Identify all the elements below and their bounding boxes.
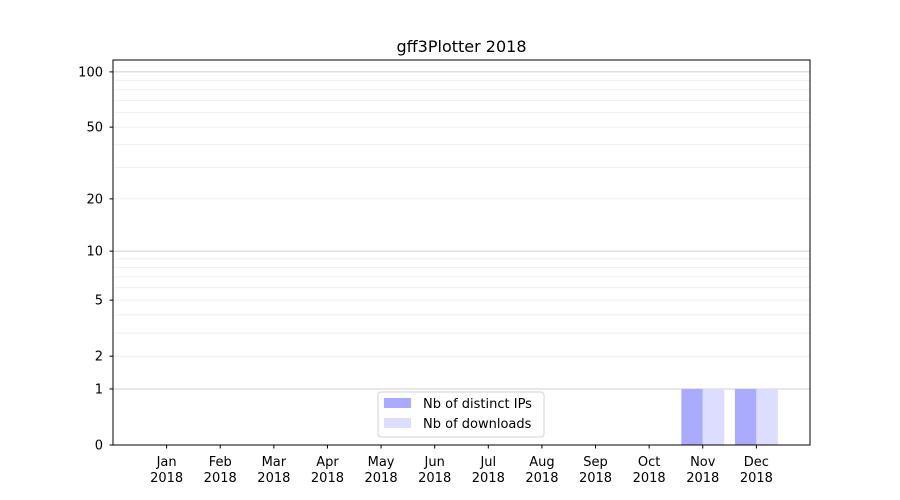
y-tick-label: 100	[78, 65, 103, 80]
bar-downloads	[756, 388, 778, 445]
bar-distinct-ips	[681, 388, 703, 445]
legend-label: Nb of distinct IPs	[423, 397, 532, 412]
x-tick-label: Jun 2018	[418, 455, 451, 486]
y-tick-label: 2	[95, 350, 103, 365]
legend: Nb of distinct IPs Nb of downloads	[377, 391, 545, 438]
plot-frame	[112, 59, 811, 446]
x-tick-label: Apr 2018	[311, 455, 344, 486]
y-tick-label: 10	[86, 245, 103, 260]
x-tick-label: Dec 2018	[740, 455, 773, 486]
bars	[681, 388, 778, 445]
y-tick-label: 1	[95, 382, 103, 397]
bar-downloads	[702, 388, 725, 445]
y-tick-label: 20	[86, 192, 103, 207]
x-tick-label: Jul 2018	[472, 455, 505, 486]
x-axis: Jan 2018 Feb 2018 Mar 2018 Apr 2018 May 2018 Jun 20…	[150, 445, 773, 486]
y-axis: 0 1 2 5 10 20 50 100	[78, 65, 113, 454]
x-tick-label: Oct 2018	[633, 455, 666, 486]
legend-box	[377, 391, 545, 438]
y-tick-label: 5	[95, 294, 103, 309]
legend-swatch	[384, 398, 411, 408]
legend-label: Nb of downloads	[423, 417, 532, 432]
y-tick-label: 0	[95, 439, 103, 454]
x-tick-label: Mar 2018	[257, 455, 290, 486]
x-tick-label: Jan 2018	[150, 455, 183, 486]
x-tick-label: Feb 2018	[204, 455, 237, 486]
chart-title: gff3Plotter 2018	[396, 37, 526, 56]
x-tick-label: Sep 2018	[579, 455, 612, 486]
legend-swatch	[384, 418, 411, 428]
bar-distinct-ips	[734, 388, 757, 445]
x-tick-label: Nov 2018	[686, 455, 719, 486]
x-tick-label: May 2018	[365, 455, 398, 486]
y-tick-label: 50	[86, 121, 103, 136]
x-tick-label: Aug 2018	[525, 455, 558, 486]
grid	[113, 71, 810, 390]
